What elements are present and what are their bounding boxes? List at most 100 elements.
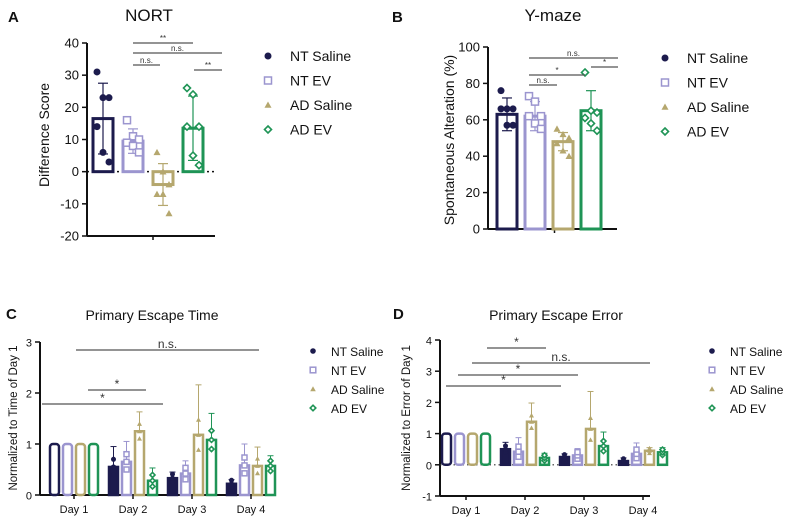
bar-ad-saline <box>466 432 479 467</box>
data-point <box>182 470 189 477</box>
y-axis-label-b: Spontaneous Alteration (%) <box>441 55 457 225</box>
bar-nt-saline <box>495 112 519 231</box>
y-tick-label: 10 <box>65 132 79 147</box>
bar-ad-saline <box>584 427 597 467</box>
y-tick-label: 1 <box>26 440 32 452</box>
data-point <box>565 152 573 159</box>
legend-label: AD Saline <box>687 99 749 115</box>
data-point <box>497 87 505 95</box>
significance-label: ** <box>205 61 211 70</box>
data-point <box>588 415 593 420</box>
data-point <box>148 482 157 491</box>
bar-nt-ev <box>523 114 547 231</box>
y-tick-label: 100 <box>458 40 480 55</box>
data-point <box>515 443 522 450</box>
data-point <box>266 457 275 465</box>
data-point <box>148 477 157 485</box>
data-point <box>509 121 517 129</box>
significance-label: n.s. <box>551 350 570 364</box>
significance-label: * <box>603 58 606 67</box>
chart-title-c: Primary Escape Time <box>85 307 218 323</box>
data-point <box>207 445 216 453</box>
data-point <box>111 464 116 470</box>
x-tick-label: Day 4 <box>629 505 658 517</box>
data-point <box>93 123 101 131</box>
y-tick-label: 0 <box>426 460 432 472</box>
y-tick-label: 20 <box>466 185 480 200</box>
data-point <box>241 462 248 469</box>
data-point <box>137 421 142 426</box>
legend-marker-triangle-icon <box>661 103 669 110</box>
data-point <box>188 89 198 100</box>
data-point <box>530 119 540 128</box>
chart-title-d: Primary Escape Error <box>489 307 623 323</box>
data-point <box>128 141 138 151</box>
x-tick-label: Day 4 <box>237 504 266 516</box>
y-tick-label: 2 <box>426 398 432 410</box>
data-point <box>588 437 593 442</box>
data-point <box>188 150 198 161</box>
panel-letter-b: B <box>392 9 403 26</box>
significance-label: n.s. <box>171 44 184 53</box>
data-point <box>658 445 667 454</box>
legend-marker-circle-icon <box>661 54 669 62</box>
data-point <box>633 446 640 453</box>
data-point <box>170 475 175 481</box>
data-point <box>182 83 192 93</box>
data-point <box>229 484 234 490</box>
data-point <box>266 467 275 475</box>
data-point <box>562 452 567 458</box>
data-point <box>529 413 534 418</box>
data-point <box>540 451 549 459</box>
data-point <box>515 453 522 461</box>
legend-label: NT EV <box>331 364 366 378</box>
legend-marker-circle-icon <box>709 348 715 354</box>
bar-ad-saline <box>192 433 205 497</box>
panel-a: A NORT Difference Score -20 -10 0 10 20 30 40 *… <box>8 6 352 244</box>
x-tick-label: Day 3 <box>570 505 599 517</box>
bar-ad-ev <box>87 442 100 497</box>
legend-marker-square-icon <box>309 366 317 374</box>
data-point <box>99 148 107 156</box>
y-tick-label: 60 <box>466 112 480 127</box>
y-tick-label: 0 <box>26 491 32 503</box>
data-point <box>255 463 260 468</box>
data-point <box>182 464 189 472</box>
legend-label: NT EV <box>290 73 332 89</box>
y-axis-label-a: Difference Score <box>36 83 52 187</box>
significance-label: * <box>501 373 506 387</box>
y-tick-label: 0 <box>72 164 79 179</box>
data-point <box>148 471 157 479</box>
y-tick-label: 3 <box>26 338 32 350</box>
bar-nt-saline <box>440 432 453 467</box>
panel-letter-d: D <box>393 306 404 323</box>
legend-label: AD Saline <box>730 383 784 397</box>
y-tick-label: -20 <box>60 229 79 244</box>
legend-marker-diamond-icon <box>660 126 670 137</box>
data-point <box>574 448 581 456</box>
data-point <box>553 139 561 147</box>
data-point <box>105 158 113 166</box>
data-point <box>105 94 113 102</box>
y-tick-label: 2 <box>26 389 32 401</box>
legend-label: AD EV <box>687 124 730 140</box>
legend-label: NT EV <box>687 75 729 91</box>
legend-label: AD EV <box>730 402 766 416</box>
legend-marker-circle-icon <box>310 348 316 354</box>
data-point <box>241 470 248 477</box>
y-tick-label: 40 <box>466 149 480 164</box>
legend-label: NT Saline <box>687 50 748 66</box>
data-point <box>165 181 173 188</box>
data-point <box>586 118 596 129</box>
data-point <box>159 168 167 175</box>
y-tick-label: 4 <box>426 336 432 348</box>
data-point <box>153 148 161 156</box>
data-point <box>170 479 175 485</box>
y-axis-label-d: Normalized to Error of Day 1 <box>401 345 413 491</box>
x-tick-label: Day 2 <box>119 504 148 516</box>
data-point <box>207 436 216 444</box>
legend-label: AD EV <box>331 402 367 416</box>
significance-label: n.s. <box>158 337 177 351</box>
legend-label: NT Saline <box>331 345 384 359</box>
y-tick-label: 3 <box>426 367 432 379</box>
